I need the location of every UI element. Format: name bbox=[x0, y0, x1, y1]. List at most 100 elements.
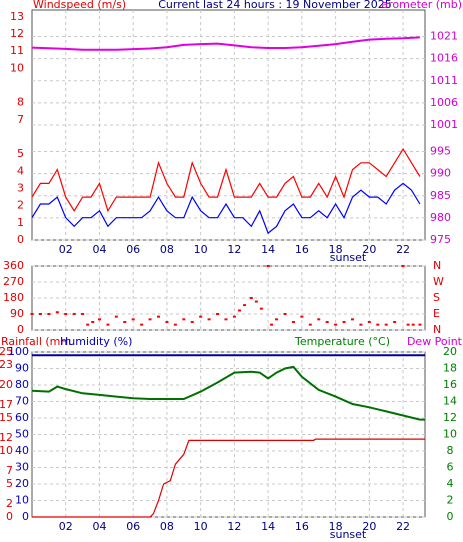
y-tick-label: 8 bbox=[447, 444, 454, 457]
y-tick-label: 980 bbox=[430, 211, 451, 224]
y-tick-label: 5 bbox=[17, 147, 24, 160]
direction-point bbox=[224, 318, 228, 321]
y-tick-label: 1001 bbox=[430, 118, 458, 131]
y-tick-label: 10 bbox=[443, 428, 457, 441]
x-tick-label: 12 bbox=[227, 243, 241, 256]
rainfall-label: Rainfall (mm bbox=[1, 335, 71, 348]
direction-point bbox=[384, 323, 388, 326]
direction-point bbox=[216, 313, 220, 315]
x-tick-label: 20 bbox=[362, 243, 376, 256]
y-tick-label: 60 bbox=[15, 411, 29, 424]
y-tick-label: 17 bbox=[0, 398, 13, 411]
y-tick-label: 0 bbox=[6, 510, 13, 523]
data-line bbox=[31, 182, 421, 235]
direction-point bbox=[325, 321, 329, 323]
y-tick-label: N bbox=[433, 259, 441, 272]
y-tick-label: 0 bbox=[17, 323, 24, 336]
x-tick-label: 16 bbox=[295, 520, 309, 533]
direction-point bbox=[140, 323, 144, 326]
direction-point bbox=[393, 321, 397, 323]
x-tick-label: 20 bbox=[362, 520, 376, 533]
y-tick-label: 0 bbox=[17, 233, 24, 246]
y-tick-label: 10 bbox=[0, 444, 13, 457]
direction-point bbox=[199, 315, 203, 318]
y-tick-label: 1 bbox=[17, 216, 24, 229]
direction-point bbox=[237, 309, 241, 312]
y-tick-label: 360 bbox=[3, 259, 24, 272]
direction-point bbox=[317, 318, 321, 321]
y-tick-label: 0 bbox=[22, 510, 29, 523]
x-tick-label: 04 bbox=[92, 243, 106, 256]
y-tick-label: 1006 bbox=[430, 96, 458, 109]
direction-point bbox=[55, 311, 59, 314]
y-tick-label: 90 bbox=[10, 307, 24, 320]
direction-point bbox=[367, 321, 371, 323]
direction-point bbox=[259, 307, 263, 310]
y-tick-label: 25 bbox=[0, 345, 13, 358]
direction-point bbox=[207, 318, 211, 321]
x-tick-label: 06 bbox=[126, 243, 140, 256]
x-tick-label: 18 bbox=[329, 243, 343, 256]
y-tick-label: 1016 bbox=[430, 52, 458, 65]
direction-point bbox=[308, 323, 312, 326]
direction-point bbox=[249, 297, 253, 299]
data-line bbox=[31, 36, 420, 51]
y-tick-label: W bbox=[433, 275, 444, 288]
x-tick-label: 06 bbox=[126, 520, 140, 533]
y-tick-label: 30 bbox=[15, 461, 29, 474]
direction-point bbox=[38, 313, 42, 315]
direction-point bbox=[270, 323, 274, 326]
direction-point bbox=[359, 323, 363, 326]
y-tick-label: 7 bbox=[6, 464, 13, 477]
y-tick-label: 4 bbox=[17, 164, 24, 177]
y-tick-label: 995 bbox=[430, 145, 451, 158]
y-tick-label: 20 bbox=[0, 378, 13, 391]
data-line bbox=[31, 365, 425, 421]
windspeed-label: Windspeed (m/s) bbox=[33, 0, 126, 11]
y-tick-label: 1011 bbox=[430, 74, 458, 87]
direction-point bbox=[283, 313, 287, 315]
sunset-label: sunset bbox=[330, 251, 367, 264]
direction-point bbox=[86, 323, 90, 326]
direction-point bbox=[350, 318, 354, 321]
direction-point bbox=[401, 265, 405, 267]
x-tick-label: 22 bbox=[396, 520, 410, 533]
y-tick-label: 270 bbox=[3, 275, 24, 288]
x-tick-label: 14 bbox=[261, 520, 275, 533]
direction-point bbox=[106, 323, 110, 326]
humidity-label: Humidity (%) bbox=[60, 335, 132, 348]
y-tick-label: 975 bbox=[430, 233, 451, 246]
y-tick-label: 80 bbox=[15, 378, 29, 391]
y-tick-label: 13 bbox=[10, 10, 24, 23]
x-tick-label: 02 bbox=[59, 520, 73, 533]
y-tick-label: 3 bbox=[17, 182, 24, 195]
direction-point bbox=[131, 318, 135, 321]
y-tick-label: 8 bbox=[17, 96, 24, 109]
y-tick-label: E bbox=[433, 307, 440, 320]
x-tick-label: 10 bbox=[194, 520, 208, 533]
y-tick-label: 1021 bbox=[430, 30, 458, 43]
direction-point bbox=[300, 315, 304, 318]
y-tick-label: 12 bbox=[443, 411, 457, 424]
direction-point bbox=[123, 321, 127, 323]
x-tick-label: 22 bbox=[396, 243, 410, 256]
y-tick-label: 6 bbox=[447, 461, 454, 474]
y-tick-label: 20 bbox=[443, 345, 457, 358]
direction-point bbox=[148, 318, 152, 321]
direction-point bbox=[334, 323, 338, 326]
y-tick-label: 18 bbox=[443, 362, 457, 375]
direction-point bbox=[157, 315, 161, 318]
y-tick-label: 11 bbox=[10, 44, 24, 57]
direction-point bbox=[72, 313, 76, 315]
y-tick-label: 16 bbox=[443, 378, 457, 391]
direction-point bbox=[291, 321, 295, 323]
y-tick-label: S bbox=[433, 291, 440, 304]
x-tick-label: 18 bbox=[329, 520, 343, 533]
x-tick-label: 16 bbox=[295, 243, 309, 256]
plot-frame bbox=[31, 351, 426, 518]
x-tick-label: 14 bbox=[261, 243, 275, 256]
direction-point bbox=[411, 323, 415, 326]
y-tick-label: 90 bbox=[15, 362, 29, 375]
direction-point bbox=[64, 313, 68, 315]
barometer-label: arometer (mb) bbox=[381, 0, 462, 11]
